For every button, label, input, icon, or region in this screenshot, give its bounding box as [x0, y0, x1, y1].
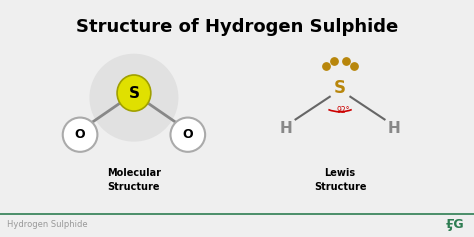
Point	[350, 64, 358, 68]
Text: Lewis
Structure: Lewis Structure	[314, 169, 366, 192]
Text: Molecular
Structure: Molecular Structure	[107, 169, 161, 192]
Text: Structure of Hydrogen Sulphide: Structure of Hydrogen Sulphide	[76, 18, 398, 36]
Text: 92°: 92°	[336, 106, 350, 115]
Text: O: O	[75, 128, 85, 141]
Text: H: H	[280, 121, 292, 136]
Text: Hydrogen Sulphide: Hydrogen Sulphide	[8, 219, 88, 228]
Text: O: O	[182, 128, 193, 141]
Text: S: S	[334, 79, 346, 97]
Text: ӺG: ӺG	[446, 218, 464, 231]
Point	[330, 59, 338, 63]
Point	[322, 64, 330, 68]
Ellipse shape	[117, 75, 151, 111]
Point	[342, 59, 350, 63]
Circle shape	[90, 54, 178, 142]
Text: H: H	[388, 121, 401, 136]
Circle shape	[63, 118, 97, 152]
Circle shape	[171, 118, 205, 152]
Text: S: S	[128, 86, 139, 100]
